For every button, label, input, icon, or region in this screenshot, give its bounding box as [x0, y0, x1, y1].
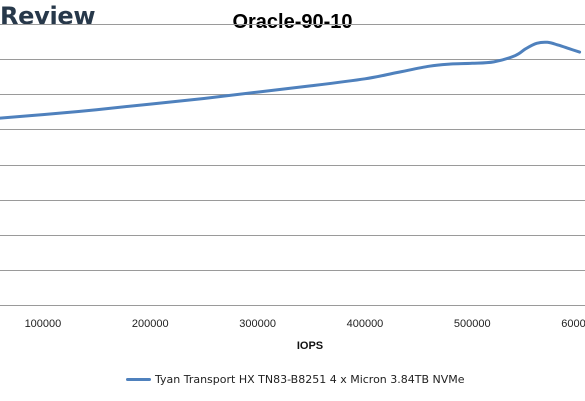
brand-logo-text: Review [0, 2, 96, 30]
gridlines [0, 24, 585, 306]
legend: Tyan Transport HX TN83-B8251 4 x Micron … [126, 373, 465, 386]
x-tick-label: 400000 [347, 318, 384, 330]
x-tick-label: 300000 [239, 318, 276, 330]
x-axis-tick-labels: 100000 200000 300000 400000 500000 600000 [25, 318, 585, 330]
x-axis-title: IOPS [297, 340, 323, 352]
series-lines [0, 40, 582, 120]
x-tick-label: 100000 [25, 318, 62, 330]
x-tick-label: 500000 [454, 318, 491, 330]
legend-series-label: Tyan Transport HX TN83-B8251 4 x Micron … [155, 373, 465, 386]
chart-title: Oracle-90-10 [232, 11, 353, 33]
legend-series-swatch [126, 378, 151, 381]
x-tick-label: 600000 [561, 318, 585, 330]
series-line [0, 40, 582, 120]
x-tick-label: 200000 [132, 318, 169, 330]
